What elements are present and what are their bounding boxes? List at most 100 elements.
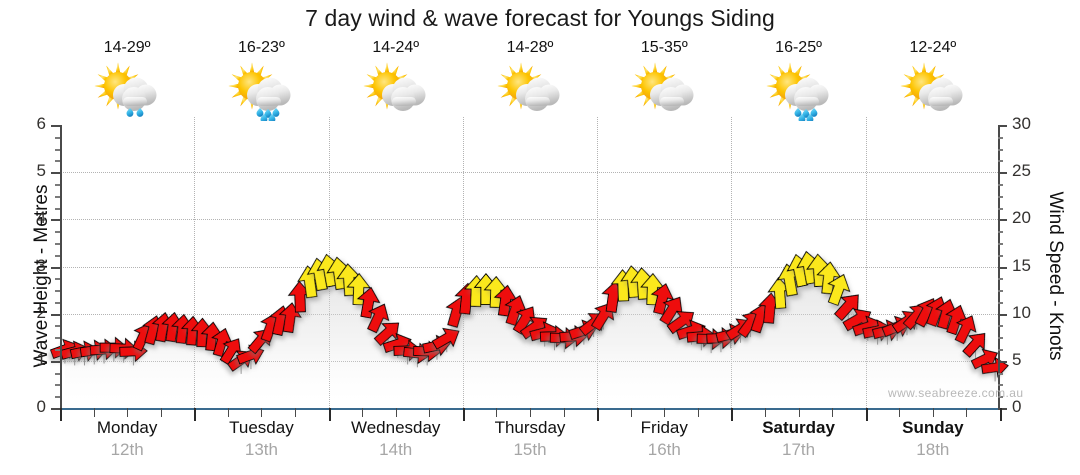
left-axis-value: 0 [36, 397, 46, 416]
day-temperature-range: 16-25º [775, 39, 822, 56]
gridline-horizontal [60, 266, 1000, 268]
axis-tick-left [55, 148, 60, 151]
wind-arrow [954, 315, 977, 345]
day-label-saturday: Saturday 17th [719, 417, 879, 462]
rain-drops-icon [794, 108, 817, 123]
axis-tick-bottom [1000, 408, 1002, 421]
axis-tick-left [51, 408, 60, 410]
wind-arrow [373, 322, 400, 347]
weather-icon-sun-cloud-rain-light [90, 61, 164, 121]
cloud-icon [113, 77, 157, 111]
wind-arrow [431, 327, 460, 350]
axis-tick-bottom [630, 408, 632, 417]
right-axis-value: 30 [1012, 114, 1031, 133]
day-label-friday: Friday 16th [584, 417, 744, 462]
axis-tick-left [55, 183, 60, 186]
left-axis-value: 2 [36, 302, 46, 322]
day-date: 17th [782, 440, 816, 459]
left-axis-value: 1 [36, 349, 46, 369]
day-header-monday: 14-29º [47, 38, 207, 121]
axis-tick-left [55, 372, 60, 375]
axis-tick-right [998, 349, 1003, 352]
cloud-icon [516, 77, 560, 111]
left-axis-value: 6 [36, 114, 46, 133]
axis-tick-left [55, 301, 60, 304]
gridline-horizontal [60, 219, 1000, 221]
axis-tick-left [51, 125, 60, 127]
axis-tick-bottom [798, 408, 800, 417]
axis-tick-bottom [664, 408, 666, 417]
axis-tick-right [998, 160, 1003, 163]
right-axis-value: 20 [1012, 208, 1031, 228]
day-label-monday: Monday 12th [47, 417, 207, 462]
axis-tick-right [998, 337, 1003, 340]
axis-tick-left [55, 349, 60, 352]
axis-tick-bottom [429, 408, 431, 417]
day-header-sunday: 12-24º [853, 38, 1013, 121]
axis-tick-bottom [832, 408, 834, 417]
axis-tick-left [51, 266, 60, 269]
gridline-day-separator [597, 117, 599, 408]
day-header-wednesday: 14-24º [316, 38, 476, 121]
axis-tick-left [51, 360, 60, 363]
axis-tick-bottom [328, 408, 331, 421]
right-axis-value: 25 [1012, 161, 1031, 181]
gridline-day-separator [462, 117, 464, 408]
axis-tick-left [55, 325, 60, 328]
day-label-sunday: Sunday 18th [853, 417, 1013, 462]
axis-tick-bottom [462, 408, 465, 421]
day-date: 12th [110, 440, 144, 459]
axis-tick-bottom [697, 408, 699, 417]
day-temperature-range: 14-24º [372, 39, 420, 56]
axis-tick-bottom [899, 408, 901, 417]
weather-icon-sun-cloud-rain-heavy [224, 61, 298, 123]
axis-tick-right [998, 372, 1003, 375]
weather-icon-sun-cloud [627, 61, 701, 121]
day-temperature-range: 15-35º [640, 39, 688, 56]
axis-tick-right [998, 313, 1007, 316]
weather-icon-sun-cloud-rain-heavy [762, 61, 836, 123]
axis-tick-right [998, 278, 1003, 281]
left-axis-line [60, 125, 62, 408]
gridline-day-separator [731, 117, 733, 408]
axis-tick-right [998, 219, 1007, 222]
axis-tick-bottom [60, 408, 62, 421]
axis-tick-left [55, 254, 60, 257]
day-name: Sunday [902, 418, 964, 437]
day-label-tuesday: Tuesday 13th [181, 417, 341, 462]
axis-tick-bottom [395, 408, 397, 417]
day-temperature-range: 16-23º [238, 39, 285, 56]
axis-tick-left [55, 290, 60, 293]
cloud-icon [381, 77, 426, 111]
watermark: www.seabreeze.com.au [888, 386, 1024, 400]
day-name: Friday [640, 418, 688, 437]
axis-tick-left [55, 195, 60, 198]
rain-drops-icon [126, 108, 144, 117]
axis-tick-left [55, 384, 60, 387]
day-header-tuesday: 16-23º [181, 38, 341, 123]
axis-tick-left [55, 278, 60, 281]
wind-arrow [346, 272, 371, 306]
day-name: Wednesday [350, 418, 441, 437]
day-header-saturday: 16-25º [719, 38, 879, 123]
axis-tick-right [998, 290, 1003, 293]
axis-tick-right [998, 254, 1003, 257]
day-header-friday: 15-35º [584, 38, 744, 121]
axis-tick-left [55, 207, 60, 210]
right-axis-value: 0 [1012, 397, 1022, 416]
day-label-thursday: Thursday 15th [450, 417, 610, 462]
axis-tick-right [998, 172, 1007, 175]
day-temperature-range: 14-28º [506, 39, 554, 56]
axis-tick-right [998, 384, 1003, 387]
axis-tick-bottom [160, 408, 162, 417]
wind-arrow-series [49, 250, 1009, 382]
axis-tick-right [998, 408, 1007, 410]
plot-area: 0 1 2 3 4 5 6 0 5 10 15 20 25 30 [37, 114, 1031, 421]
gridline-day-separator [194, 117, 196, 408]
day-name: Monday [96, 418, 158, 437]
day-date: 13th [244, 440, 278, 459]
cloud-icon [247, 77, 291, 111]
day-name: Saturday [762, 418, 835, 437]
axis-tick-right [998, 125, 1007, 127]
